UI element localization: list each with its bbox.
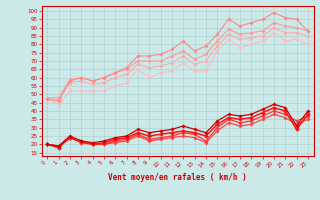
X-axis label: Vent moyen/en rafales ( km/h ): Vent moyen/en rafales ( km/h ) [108, 173, 247, 182]
